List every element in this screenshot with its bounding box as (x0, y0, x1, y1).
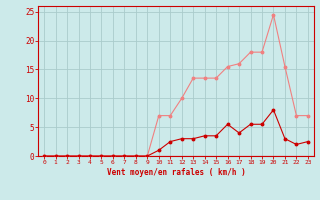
X-axis label: Vent moyen/en rafales ( km/h ): Vent moyen/en rafales ( km/h ) (107, 168, 245, 177)
